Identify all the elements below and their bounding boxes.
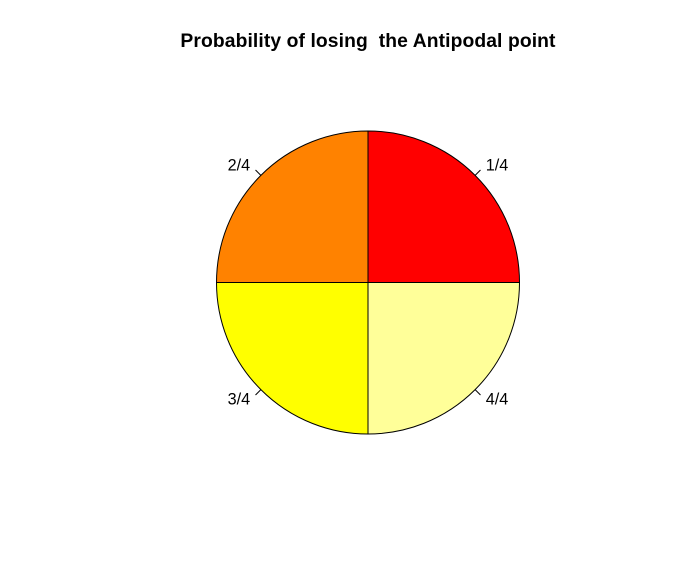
svg-text:1/4: 1/4: [486, 156, 509, 174]
svg-text:4/4: 4/4: [486, 391, 509, 409]
svg-text:3/4: 3/4: [228, 391, 251, 409]
svg-text:2/4: 2/4: [228, 156, 251, 174]
